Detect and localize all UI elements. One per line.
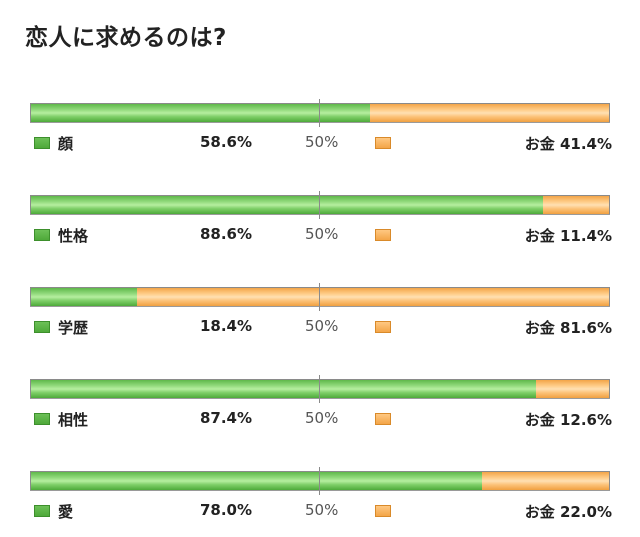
- bar-baseline: [30, 122, 610, 125]
- category-label: 性格: [58, 227, 89, 245]
- left-value-label: 88.6%: [199, 225, 252, 243]
- bar-row: 学歴 18.4% 50% お金 81.6%: [30, 283, 612, 347]
- midline-tick: [319, 191, 320, 219]
- right-legend-swatch: [375, 137, 391, 149]
- left-value-label: 78.0%: [199, 501, 252, 519]
- midline-label: 50%: [305, 501, 339, 519]
- left-value-label: 87.4%: [199, 409, 252, 427]
- midline-tick: [319, 99, 320, 127]
- chart-title: 恋人に求めるのは?: [25, 25, 227, 51]
- left-legend-swatch: [34, 321, 50, 333]
- bar-segment-right: [543, 196, 609, 214]
- right-legend-swatch: [375, 321, 391, 333]
- right-value-label: お金 81.6%: [524, 319, 612, 337]
- stacked-bar: [30, 287, 610, 307]
- category-label: 顔: [58, 135, 74, 153]
- bar-segment-left: [31, 472, 482, 490]
- stacked-bar: [30, 103, 610, 123]
- bar-segment-right: [137, 288, 609, 306]
- stacked-bar: [30, 195, 610, 215]
- bar-baseline: [30, 398, 610, 401]
- left-value-label: 18.4%: [199, 317, 252, 335]
- left-legend-swatch: [34, 229, 50, 241]
- bar-segment-left: [31, 196, 544, 214]
- bar-segment-right: [369, 104, 609, 122]
- bar-baseline: [30, 306, 610, 309]
- left-legend-swatch: [34, 137, 50, 149]
- bar-baseline: [30, 490, 610, 493]
- bar-segment-right: [536, 380, 609, 398]
- category-label: 相性: [58, 411, 89, 429]
- midline-label: 50%: [305, 317, 339, 335]
- right-legend-swatch: [375, 413, 391, 425]
- stacked-bar: [30, 471, 610, 491]
- left-legend-swatch: [34, 413, 50, 425]
- category-label: 愛: [58, 503, 74, 521]
- midline-tick: [319, 375, 320, 403]
- bar-segment-left: [31, 380, 537, 398]
- right-legend-swatch: [375, 505, 391, 517]
- right-value-label: お金 12.6%: [524, 411, 612, 429]
- bar-row: 顔 58.6% 50% お金 41.4%: [30, 99, 612, 163]
- bar-row: 相性 87.4% 50% お金 12.6%: [30, 375, 612, 439]
- right-legend-swatch: [375, 229, 391, 241]
- bar-segment-left: [31, 288, 138, 306]
- bar-row: 性格 88.6% 50% お金 11.4%: [30, 191, 612, 255]
- midline-label: 50%: [305, 409, 339, 427]
- midline-tick: [319, 283, 320, 311]
- category-label: 学歴: [58, 319, 89, 337]
- left-value-label: 58.6%: [199, 133, 252, 151]
- bar-segment-left: [31, 104, 370, 122]
- midline-label: 50%: [305, 225, 339, 243]
- left-legend-swatch: [34, 505, 50, 517]
- stacked-bar: [30, 379, 610, 399]
- midline-label: 50%: [305, 133, 339, 151]
- bar-baseline: [30, 214, 610, 217]
- midline-tick: [319, 467, 320, 495]
- right-value-label: お金 22.0%: [524, 503, 612, 521]
- right-value-label: お金 41.4%: [524, 135, 612, 153]
- right-value-label: お金 11.4%: [524, 227, 612, 245]
- bar-segment-right: [481, 472, 609, 490]
- bar-row: 愛 78.0% 50% お金 22.0%: [30, 467, 612, 531]
